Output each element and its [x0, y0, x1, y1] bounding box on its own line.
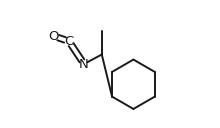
Text: N: N: [79, 57, 89, 71]
Text: O: O: [48, 30, 59, 43]
Text: C: C: [64, 35, 73, 48]
